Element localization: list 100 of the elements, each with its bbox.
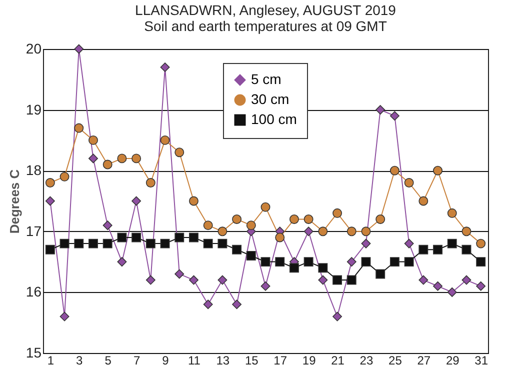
point xyxy=(376,269,386,279)
point xyxy=(390,257,400,267)
point xyxy=(289,263,299,273)
point xyxy=(146,238,156,248)
point xyxy=(260,281,270,291)
legend-label: 30 cm xyxy=(251,91,290,107)
point xyxy=(304,214,314,224)
point xyxy=(433,166,442,176)
x-tick-label: 23 xyxy=(360,354,374,368)
point xyxy=(160,62,170,72)
point xyxy=(203,238,213,248)
point xyxy=(404,238,414,248)
point xyxy=(304,226,314,236)
chart-title: LLANSADWRN, Anglesey, AUGUST 2019 xyxy=(135,2,396,18)
chart-subtitle: Soil and earth temperatures at 09 GMT xyxy=(144,18,388,34)
x-tick-label: 29 xyxy=(446,354,460,368)
point xyxy=(232,300,242,310)
point xyxy=(260,202,270,212)
point xyxy=(188,196,198,206)
point xyxy=(275,257,285,267)
y-axis-title: Degrees C xyxy=(6,168,22,234)
point xyxy=(218,275,228,285)
legend-label: 5 cm xyxy=(251,71,282,87)
point xyxy=(361,226,371,236)
legend-label: 100 cm xyxy=(251,111,297,127)
point xyxy=(433,244,442,254)
point xyxy=(346,257,356,267)
x-tick-label: 13 xyxy=(216,354,230,368)
point xyxy=(376,105,386,115)
point xyxy=(462,244,472,254)
point xyxy=(117,232,127,242)
x-tick-label: 3 xyxy=(76,354,84,368)
point xyxy=(246,250,256,260)
point xyxy=(160,135,170,145)
point xyxy=(174,269,184,279)
point xyxy=(88,238,98,248)
point xyxy=(404,178,414,188)
point xyxy=(102,238,112,248)
point xyxy=(146,178,156,188)
point xyxy=(447,208,457,218)
point xyxy=(188,275,198,285)
point xyxy=(45,244,55,254)
point xyxy=(74,238,84,248)
point xyxy=(88,154,98,164)
x-tick-label: 17 xyxy=(274,354,288,368)
point xyxy=(74,44,84,54)
point xyxy=(102,160,112,170)
point xyxy=(117,257,127,267)
point xyxy=(332,312,342,322)
y-tick-label: 17 xyxy=(26,222,42,239)
point xyxy=(361,238,371,248)
x-tick-label: 25 xyxy=(388,354,402,368)
point xyxy=(447,287,457,297)
point xyxy=(332,208,342,218)
point xyxy=(132,154,142,164)
point xyxy=(117,154,127,164)
point xyxy=(45,196,55,206)
point xyxy=(60,312,70,322)
point xyxy=(132,232,142,242)
point xyxy=(418,196,428,206)
x-tick-label: 9 xyxy=(162,354,170,368)
point xyxy=(346,226,356,236)
point xyxy=(203,300,213,310)
point xyxy=(218,238,228,248)
point xyxy=(318,275,328,285)
point xyxy=(74,123,84,133)
point xyxy=(203,220,213,230)
point xyxy=(232,214,242,224)
point xyxy=(146,275,156,285)
point xyxy=(132,196,142,206)
point xyxy=(289,214,299,224)
point xyxy=(246,220,256,230)
x-tick-label: 27 xyxy=(417,354,431,368)
point xyxy=(462,226,472,236)
y-tick-label: 16 xyxy=(26,284,42,300)
point xyxy=(390,111,400,121)
x-tick-label: 19 xyxy=(302,354,316,368)
point xyxy=(232,244,242,254)
point xyxy=(188,232,198,242)
point xyxy=(404,257,414,267)
point xyxy=(218,226,228,236)
x-tick-label: 7 xyxy=(133,354,140,368)
point xyxy=(390,166,400,176)
point xyxy=(447,238,457,248)
point xyxy=(318,263,328,273)
point xyxy=(275,232,285,242)
point xyxy=(418,275,428,285)
point xyxy=(88,135,98,145)
point xyxy=(361,257,371,267)
x-tick-label: 11 xyxy=(188,354,201,368)
point xyxy=(476,257,486,267)
point xyxy=(332,275,342,285)
point xyxy=(45,178,55,188)
x-tick-label: 31 xyxy=(474,354,488,368)
point xyxy=(462,275,472,285)
point xyxy=(260,257,270,267)
point xyxy=(60,238,70,248)
point xyxy=(318,226,328,236)
point xyxy=(60,172,70,182)
point xyxy=(304,257,314,267)
